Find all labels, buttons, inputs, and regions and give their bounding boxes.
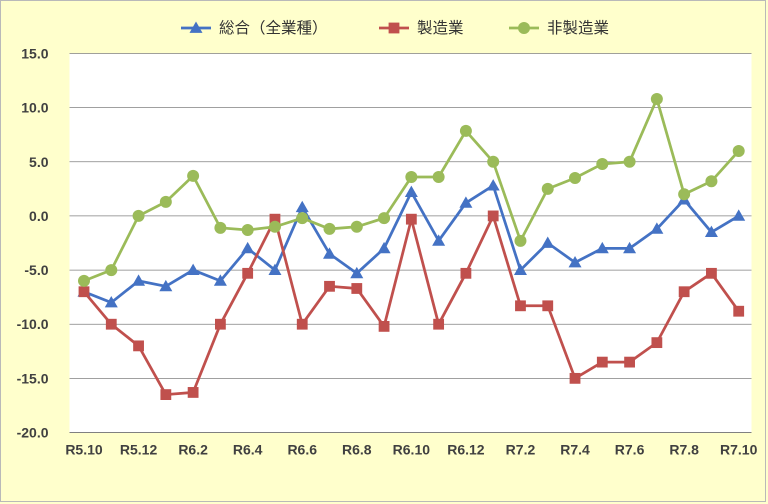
- svg-text:-10.0: -10.0: [17, 316, 49, 332]
- svg-text:非製造業: 非製造業: [547, 19, 609, 37]
- svg-text:15.0: 15.0: [21, 46, 48, 62]
- svg-text:R6.6: R6.6: [287, 442, 317, 458]
- svg-text:R5.10: R5.10: [65, 442, 103, 458]
- svg-text:製造業: 製造業: [417, 19, 464, 37]
- svg-text:-15.0: -15.0: [17, 370, 49, 386]
- svg-text:R7.8: R7.8: [669, 442, 699, 458]
- svg-text:R6.10: R6.10: [393, 442, 431, 458]
- svg-text:R7.10: R7.10: [720, 442, 758, 458]
- svg-text:R6.4: R6.4: [233, 442, 263, 458]
- svg-text:R5.12: R5.12: [120, 442, 158, 458]
- svg-text:10.0: 10.0: [21, 100, 48, 116]
- svg-text:-5.0: -5.0: [24, 262, 48, 278]
- svg-text:R7.2: R7.2: [506, 442, 536, 458]
- svg-text:総合（全業種）: 総合（全業種）: [219, 19, 328, 37]
- svg-text:R6.2: R6.2: [178, 442, 208, 458]
- svg-text:R7.4: R7.4: [560, 442, 590, 458]
- svg-text:5.0: 5.0: [29, 154, 49, 170]
- svg-text:R7.6: R7.6: [615, 442, 645, 458]
- svg-text:R6.8: R6.8: [342, 442, 372, 458]
- svg-text:-20.0: -20.0: [17, 425, 49, 441]
- svg-text:R6.12: R6.12: [447, 442, 485, 458]
- svg-text:0.0: 0.0: [29, 208, 49, 224]
